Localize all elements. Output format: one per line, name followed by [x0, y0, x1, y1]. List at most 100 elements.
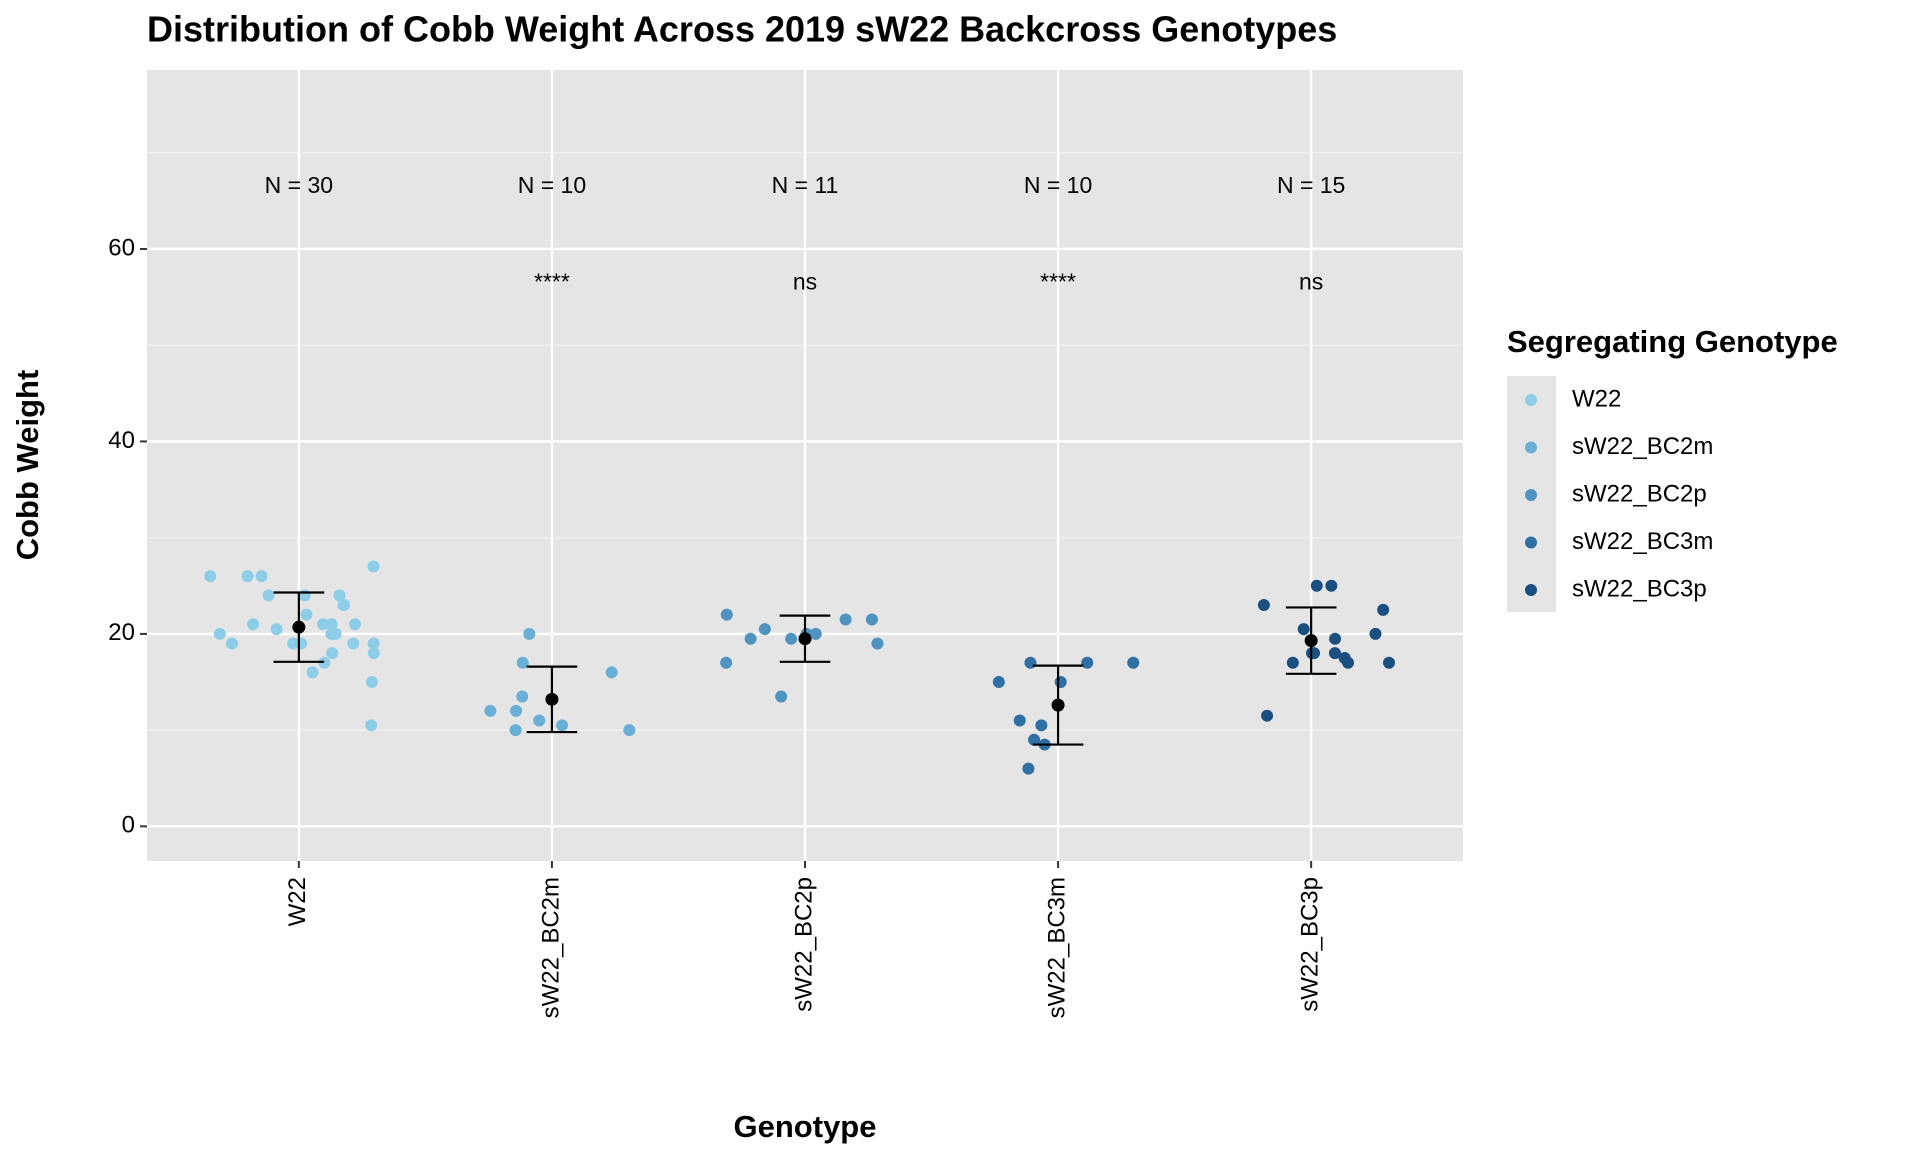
x-tick-label: sW22_BC2p — [790, 877, 817, 1012]
y-tick-label: 40 — [108, 427, 135, 454]
data-point — [316, 618, 329, 631]
data-point — [306, 666, 319, 679]
data-point — [247, 618, 260, 631]
data-point — [1383, 656, 1396, 669]
data-point — [839, 613, 852, 626]
y-tick-label: 20 — [108, 619, 135, 646]
data-point — [523, 627, 536, 640]
data-point — [484, 704, 497, 717]
y-tick-label: 60 — [108, 234, 135, 261]
legend-label: sW22_BC3m — [1572, 528, 1713, 555]
data-point — [325, 627, 338, 640]
x-tick-label: sW22_BC3p — [1296, 877, 1323, 1012]
legend-title: Segregating Genotype — [1507, 324, 1838, 359]
data-point — [516, 690, 529, 703]
significance-label: ns — [1299, 269, 1323, 295]
data-point — [326, 647, 339, 660]
legend-key — [1525, 489, 1537, 501]
data-point — [1054, 676, 1067, 689]
data-point — [300, 608, 313, 621]
data-point — [1342, 656, 1355, 669]
data-point — [262, 589, 275, 602]
data-point — [1310, 579, 1323, 592]
data-point — [1024, 656, 1037, 669]
data-point — [1013, 714, 1026, 727]
n-label: N = 11 — [772, 172, 839, 198]
data-point — [516, 656, 529, 669]
legend-label: sW22_BC3p — [1572, 575, 1707, 602]
data-point — [318, 656, 331, 669]
data-point — [333, 589, 346, 602]
data-point — [1257, 599, 1270, 612]
data-point — [298, 589, 311, 602]
data-point — [204, 570, 217, 583]
data-point — [1022, 762, 1035, 775]
data-point — [1028, 733, 1041, 746]
x-tick-label: W22 — [284, 877, 311, 926]
data-point — [1261, 709, 1274, 722]
n-label: N = 30 — [265, 172, 333, 198]
legend-label: sW22_BC2p — [1572, 480, 1707, 507]
data-point — [367, 637, 380, 650]
legend-label: W22 — [1572, 385, 1621, 412]
data-point — [1369, 627, 1382, 640]
data-point — [758, 623, 771, 636]
legend-key — [1525, 536, 1537, 549]
legend-label: sW22_BC2m — [1572, 433, 1713, 460]
data-point — [1297, 623, 1310, 636]
data-point — [338, 599, 351, 612]
significance-label: **** — [534, 269, 570, 295]
mean-point — [1304, 634, 1318, 648]
data-point — [1328, 647, 1341, 660]
data-point — [623, 724, 636, 737]
data-point — [1286, 656, 1299, 669]
data-point — [1329, 632, 1342, 645]
chart-title: Distribution of Cobb Weight Across 2019 … — [147, 9, 1337, 50]
legend-key — [1525, 441, 1537, 454]
data-point — [556, 719, 569, 732]
data-point — [720, 608, 733, 621]
data-point — [510, 704, 523, 717]
data-point — [533, 714, 546, 727]
data-point — [347, 637, 360, 650]
data-point — [255, 570, 268, 583]
data-point — [605, 666, 618, 679]
significance-label: **** — [1040, 269, 1076, 295]
n-label: N = 15 — [1277, 172, 1345, 198]
x-tick-label: sW22_BC3m — [1043, 877, 1070, 1018]
y-tick-label: 0 — [122, 812, 135, 839]
data-point — [365, 676, 378, 689]
data-point — [1325, 579, 1338, 592]
data-point — [1035, 719, 1048, 732]
mean-point — [798, 632, 812, 646]
y-axis-title: Cobb Weight — [10, 370, 45, 561]
data-point — [744, 632, 757, 645]
data-point — [348, 618, 361, 631]
data-point — [871, 637, 884, 650]
x-axis-title: Genotype — [734, 1109, 877, 1144]
data-point — [509, 724, 522, 737]
data-point — [241, 570, 254, 583]
n-label: N = 10 — [518, 172, 586, 198]
data-point — [295, 637, 308, 650]
mean-point — [545, 692, 559, 706]
data-point — [720, 656, 733, 669]
data-point — [809, 627, 822, 640]
data-point — [1127, 656, 1140, 669]
significance-label: ns — [793, 269, 817, 295]
mean-point — [1051, 698, 1065, 712]
data-point — [992, 676, 1005, 689]
data-point — [785, 632, 798, 645]
n-label: N = 10 — [1024, 172, 1092, 198]
data-point — [1081, 656, 1094, 669]
data-point — [775, 690, 788, 703]
data-point — [213, 627, 226, 640]
data-point — [365, 719, 378, 732]
data-point — [270, 623, 283, 636]
x-tick-label: sW22_BC2m — [537, 877, 564, 1018]
legend-key — [1525, 584, 1537, 596]
data-point — [226, 637, 239, 650]
data-point — [865, 613, 878, 626]
mean-point — [292, 620, 306, 634]
